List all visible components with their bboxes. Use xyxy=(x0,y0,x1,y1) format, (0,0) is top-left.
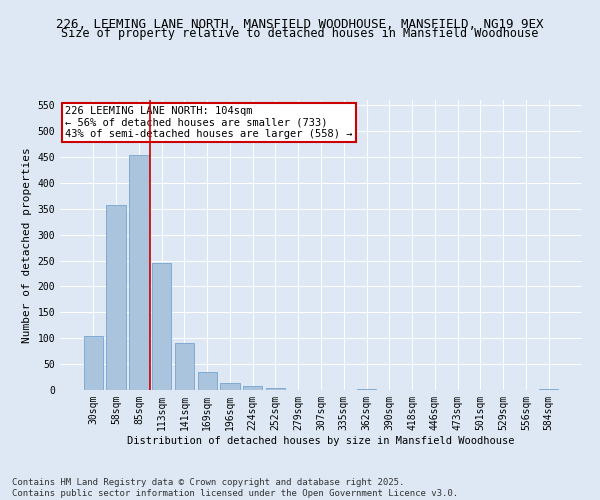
Bar xyxy=(152,262,172,390)
Bar xyxy=(197,372,217,390)
Bar xyxy=(539,389,558,390)
Text: 226, LEEMING LANE NORTH, MANSFIELD WOODHOUSE, MANSFIELD, NG19 9EX: 226, LEEMING LANE NORTH, MANSFIELD WOODH… xyxy=(56,18,544,30)
Bar xyxy=(84,336,103,390)
Bar xyxy=(129,155,149,390)
Text: Size of property relative to detached houses in Mansfield Woodhouse: Size of property relative to detached ho… xyxy=(61,28,539,40)
Bar xyxy=(106,205,126,390)
Bar xyxy=(220,383,239,390)
Text: 226 LEEMING LANE NORTH: 104sqm
← 56% of detached houses are smaller (733)
43% of: 226 LEEMING LANE NORTH: 104sqm ← 56% of … xyxy=(65,106,353,139)
Bar xyxy=(175,344,194,390)
Y-axis label: Number of detached properties: Number of detached properties xyxy=(22,147,32,343)
Bar xyxy=(266,388,285,390)
Bar xyxy=(357,389,376,390)
Text: Contains HM Land Registry data © Crown copyright and database right 2025.
Contai: Contains HM Land Registry data © Crown c… xyxy=(12,478,458,498)
Bar xyxy=(243,386,262,390)
X-axis label: Distribution of detached houses by size in Mansfield Woodhouse: Distribution of detached houses by size … xyxy=(127,436,515,446)
